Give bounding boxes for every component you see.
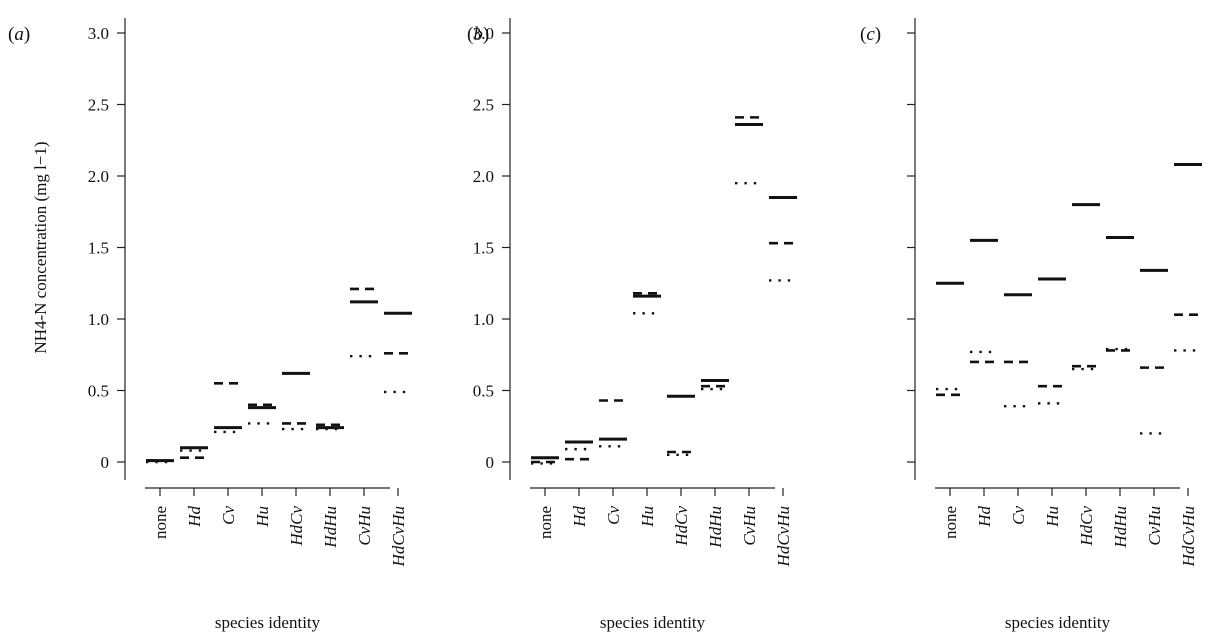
x-axis-label: species identity	[600, 613, 706, 632]
y-tick-label: 1.0	[88, 310, 109, 329]
x-tick-label: HdCv	[672, 506, 691, 547]
x-tick-label: CvHu	[1145, 506, 1164, 546]
x-tick-label: HdCvHu	[774, 506, 793, 567]
y-tick-label: 2.0	[88, 167, 109, 186]
y-tick-label: 2.5	[88, 96, 109, 115]
panel-label: (b)	[467, 24, 489, 45]
x-tick-label: HdCv	[1077, 506, 1096, 547]
x-tick-label: HdCvHu	[389, 506, 408, 567]
y-tick-label: 1.5	[88, 239, 109, 258]
x-tick-label: none	[151, 506, 170, 539]
x-tick-label: Hu	[638, 506, 657, 528]
panel-label: (c)	[860, 24, 881, 45]
x-tick-label: HdHu	[321, 506, 340, 549]
x-axis-label: species identity	[1005, 613, 1111, 632]
x-tick-label: HdHu	[1111, 506, 1130, 549]
x-tick-label: Hd	[570, 506, 589, 528]
y-tick-label: 3.0	[88, 24, 109, 43]
x-tick-label: Cv	[1009, 506, 1028, 525]
y-tick-label: 0.5	[473, 382, 494, 401]
x-tick-label: CvHu	[740, 506, 759, 546]
y-tick-label: 3.0	[473, 24, 494, 43]
y-tick-label: 1.5	[473, 239, 494, 258]
y-tick-label: 0.5	[88, 382, 109, 401]
x-tick-label: HdCvHu	[1179, 506, 1198, 567]
x-axis-label: species identity	[215, 613, 321, 632]
x-tick-label: HdHu	[706, 506, 725, 549]
x-tick-label: Cv	[219, 506, 238, 525]
panel-label: (a)	[8, 24, 30, 45]
y-axis-label: NH4-N concentration (mg l−1)	[31, 141, 50, 353]
x-tick-label: HdCv	[287, 506, 306, 547]
x-tick-label: Cv	[604, 506, 623, 525]
x-tick-label: none	[536, 506, 555, 539]
x-tick-label: CvHu	[355, 506, 374, 546]
y-tick-label: 2.0	[473, 167, 494, 186]
y-tick-label: 1.0	[473, 310, 494, 329]
x-tick-label: Hu	[253, 506, 272, 528]
y-tick-label: 0	[101, 453, 110, 472]
x-tick-label: none	[941, 506, 960, 539]
x-tick-label: Hd	[185, 506, 204, 528]
x-tick-label: Hu	[1043, 506, 1062, 528]
y-tick-label: 2.5	[473, 96, 494, 115]
y-tick-label: 0	[486, 453, 495, 472]
x-tick-label: Hd	[975, 506, 994, 528]
